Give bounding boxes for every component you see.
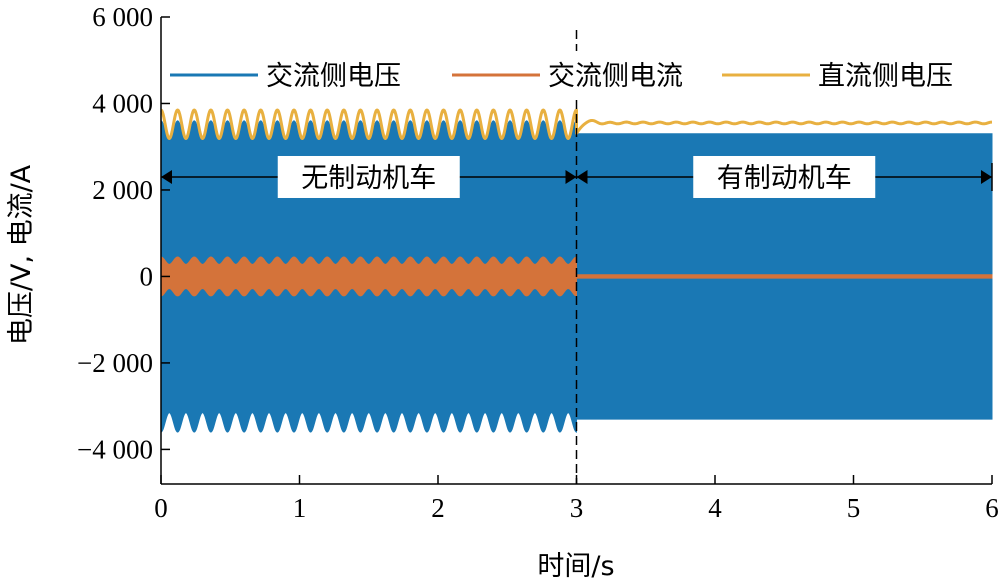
annotations: 无制动机车 有制动机车 (161, 155, 993, 198)
x-tick-label: 1 (293, 493, 307, 523)
ac-current-band-1 (160, 256, 577, 297)
legend-label: 交流侧电流 (548, 61, 683, 92)
y-axis-label: 电压/V, 电流/A (6, 164, 37, 345)
annotation-2: 有制动机车 (576, 155, 993, 198)
annotation-label: 无制动机车 (301, 163, 436, 194)
legend-item-bg (716, 51, 984, 95)
annotation-label: 有制动机车 (717, 163, 852, 194)
annotation-label-bg (693, 155, 876, 198)
y-tick-label: 6 000 (92, 2, 153, 32)
legend-item-1: 交流侧电压 (164, 51, 432, 95)
legend-item-3: 直流侧电压 (716, 51, 984, 95)
x-tick-label: 6 (985, 493, 999, 523)
arrowhead (576, 169, 588, 184)
plot-area (160, 30, 993, 484)
x-tick-label: 3 (570, 493, 584, 523)
legend-item-bg (164, 51, 432, 95)
x-tick-label: 0 (154, 493, 168, 523)
legend-item-2: 交流侧电流 (446, 51, 714, 95)
series-ac-current (160, 256, 993, 297)
x-tick-label: 4 (708, 493, 722, 523)
x-tick-label: 5 (847, 493, 861, 523)
legend-item-bg (446, 51, 714, 95)
x-tick-label: 2 (431, 493, 445, 523)
y-tick-label: 2 000 (92, 175, 153, 205)
y-tick-label: 0 (140, 261, 154, 291)
y-tick-label: −4 000 (77, 434, 153, 464)
arrowhead (565, 169, 577, 184)
legend-label: 直流侧电压 (818, 61, 953, 92)
arrowhead (161, 169, 172, 184)
legend-label: 交流侧电压 (266, 61, 401, 92)
arrowhead (981, 169, 992, 184)
axes: 0 1 2 3 4 5 6 −4 000 −2 000 0 2 000 4 000 6 000 (77, 2, 999, 523)
annotation-label-bg (277, 155, 460, 198)
legend: 交流侧电压 交流侧电流 直流侧电压 (164, 51, 984, 95)
y-tick-label: −2 000 (77, 348, 153, 378)
annotation-1: 无制动机车 (161, 155, 577, 198)
ac-current-band-2 (576, 274, 993, 279)
x-axis-label: 时间/s (537, 551, 614, 582)
y-tick-label: 4 000 (92, 88, 153, 118)
